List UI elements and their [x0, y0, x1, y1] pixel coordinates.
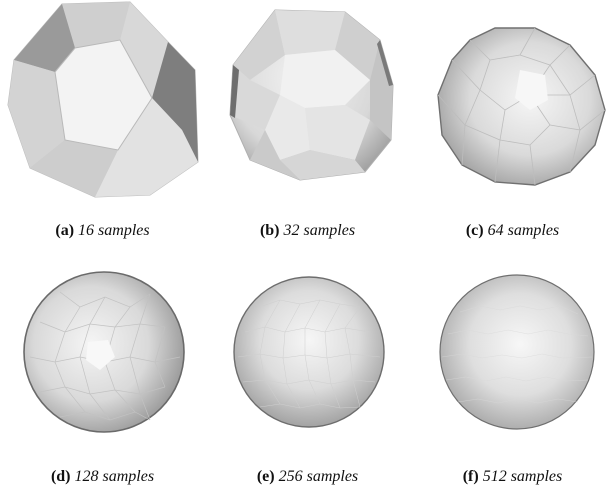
caption-a: (a) 16 samples [0, 222, 205, 240]
panel-d: (d) 128 samples [0, 262, 205, 495]
polyhedron-render-d [23, 271, 185, 433]
caption-d: (d) 128 samples [0, 468, 205, 486]
facet-shadow [230, 65, 239, 118]
panel-b: (b) 32 samples [205, 0, 410, 250]
facet [275, 10, 345, 55]
facet [152, 42, 198, 162]
panel-label: (e) [256, 468, 275, 485]
polyhedron-render-a [7, 1, 199, 198]
facet [305, 105, 370, 160]
facet [95, 98, 198, 197]
facet-edges [237, 299, 381, 409]
panel-caption: 128 samples [74, 468, 155, 485]
caption-c: (c) 64 samples [410, 222, 615, 240]
facet [335, 12, 380, 80]
panel-f: (f) 512 samples [410, 262, 615, 495]
polyhedron-silhouette [233, 276, 385, 428]
panel-label: (a) [55, 222, 75, 239]
polyhedron-render-e [233, 276, 385, 428]
panel-label: (d) [50, 468, 71, 485]
panel-caption: 512 samples [482, 468, 563, 485]
caption-f: (f) 512 samples [410, 468, 615, 486]
facet-highlight [515, 70, 548, 110]
facet-highlight [86, 340, 115, 370]
panel-e: (e) 256 samples [205, 262, 410, 495]
panel-caption: 256 samples [278, 468, 359, 485]
panel-caption: 32 samples [283, 222, 356, 239]
facet [120, 2, 168, 98]
facet [280, 150, 365, 180]
facet [233, 10, 285, 80]
panel-caption: 16 samples [78, 222, 150, 239]
facet [8, 60, 65, 168]
panel-label: (c) [465, 222, 484, 239]
facet-shadow [377, 40, 393, 86]
panel-caption: 64 samples [487, 222, 560, 239]
facet [230, 65, 280, 130]
panel-c: (c) 64 samples [410, 0, 615, 250]
facet-edges [437, 27, 606, 186]
facet [30, 140, 118, 197]
facet [265, 95, 310, 160]
polyhedron-render-b [229, 9, 394, 181]
facet [14, 4, 75, 72]
caption-b: (b) 32 samples [205, 222, 410, 240]
polyhedron-silhouette [439, 274, 595, 430]
facet [370, 40, 393, 140]
facet-edge [54, 39, 153, 151]
polyhedron-render-c [437, 27, 606, 186]
facet-edges [441, 305, 593, 404]
caption-e: (e) 256 samples [205, 468, 410, 486]
facet-center [55, 40, 152, 150]
facet-center [280, 50, 370, 108]
polyhedron-render-f [439, 274, 595, 430]
panel-label: (f) [462, 468, 479, 485]
panel-a: (a) 16 samples [0, 0, 205, 250]
facet [62, 2, 130, 48]
panel-label: (b) [259, 222, 280, 239]
